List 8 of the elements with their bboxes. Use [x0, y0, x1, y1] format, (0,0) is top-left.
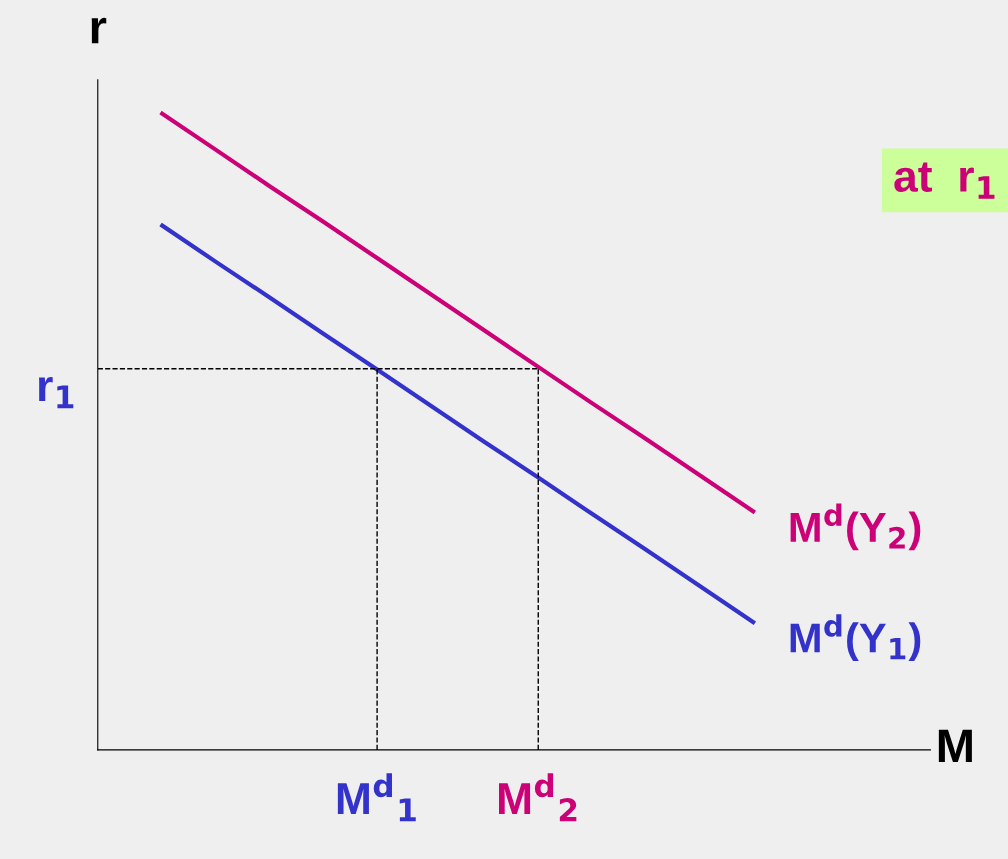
x-tick-label: M$^{d}$$_{2}$	[499, 773, 577, 822]
y-axis-title: r	[91, 17, 107, 44]
series-label: M$^{d}$(Y$_{2}$)	[790, 503, 921, 551]
x-tick-label: M$^{d}$$_{1}$	[337, 773, 416, 822]
text: at r$_{1}$	[894, 162, 995, 199]
series-label: M$^{d}$(Y$_{1}$)	[790, 614, 921, 661]
ref-line-label: r$_{1}$	[39, 376, 74, 409]
x-axis-title: M	[938, 729, 972, 763]
